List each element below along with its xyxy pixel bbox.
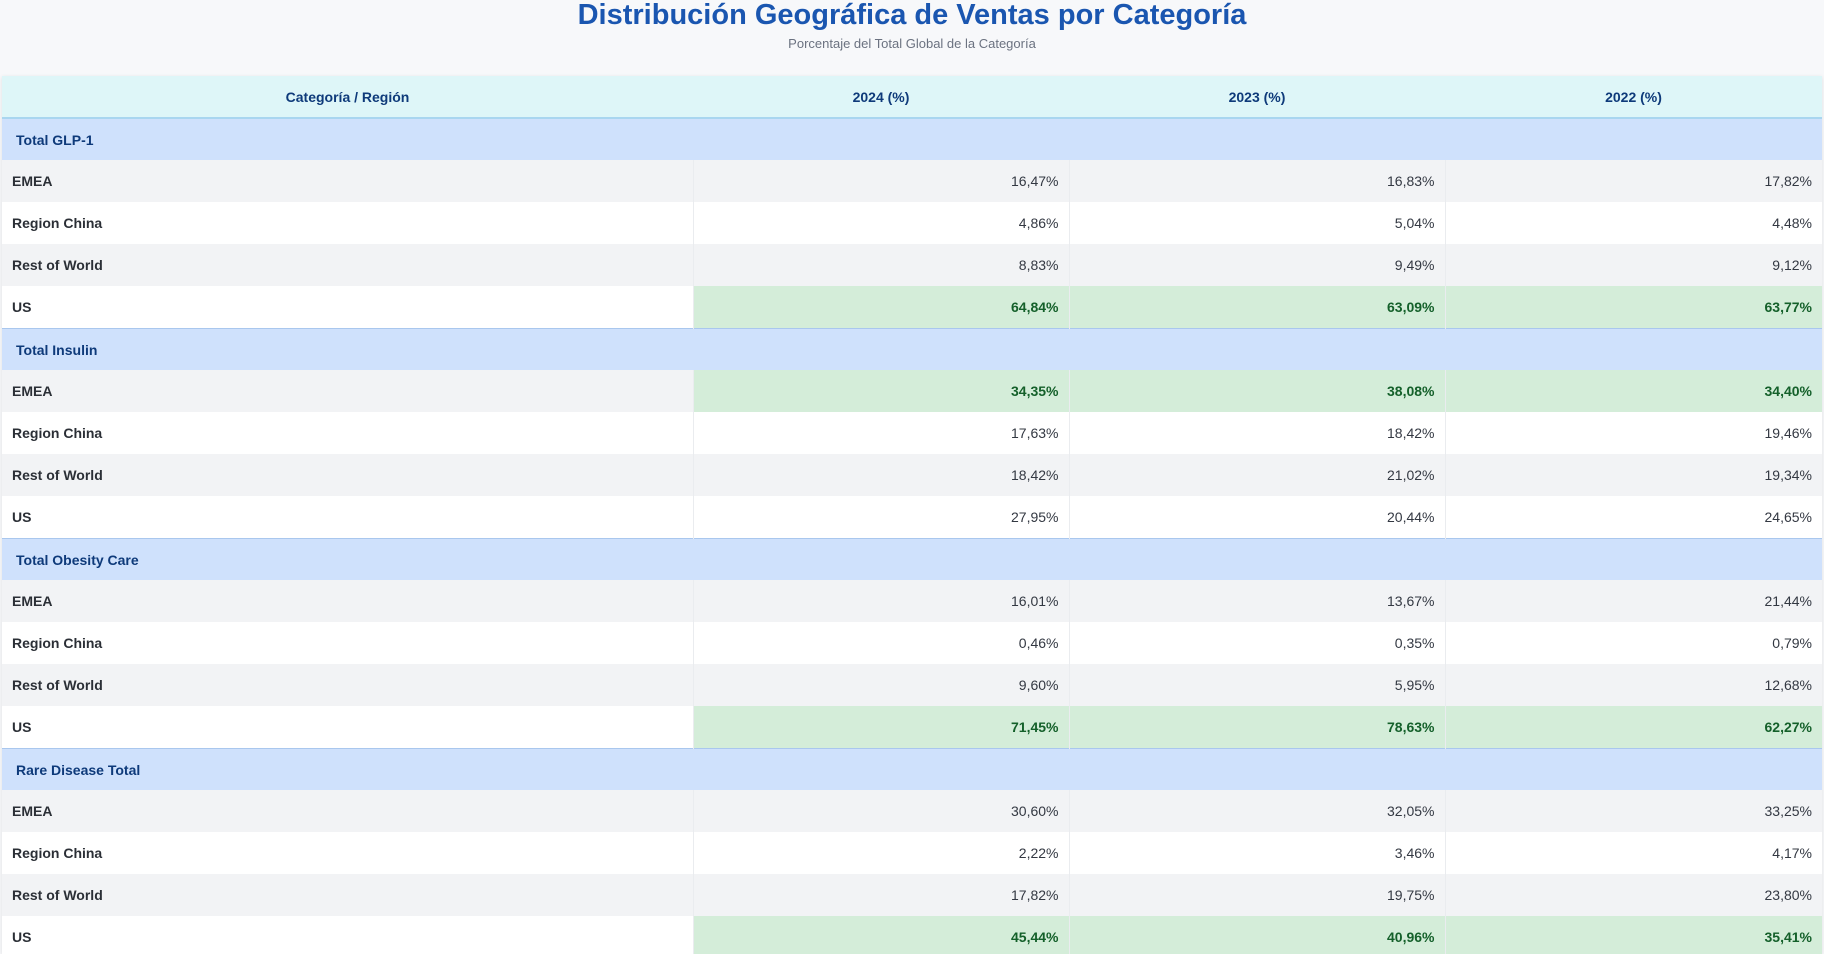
value-cell: 40,96%	[1069, 916, 1446, 954]
table-row: EMEA 34,35% 38,08% 34,40%	[2, 370, 1822, 412]
region-cell: Rest of World	[2, 454, 694, 496]
value-cell: 32,05%	[1069, 790, 1446, 832]
column-header-2023: 2023 (%)	[1069, 76, 1445, 119]
table-row: EMEA 16,01% 13,67% 21,44%	[2, 580, 1822, 622]
region-cell: EMEA	[2, 580, 694, 622]
table-row: Region China 17,63% 18,42% 19,46%	[2, 412, 1822, 454]
value-cell: 0,46%	[693, 622, 1070, 664]
value-cell: 34,35%	[693, 370, 1070, 412]
value-cell: 0,79%	[1772, 635, 1812, 651]
value-cell: 27,95%	[693, 496, 1070, 539]
value-cell: 19,46%	[1764, 425, 1812, 441]
table-row: Rest of World 18,42% 21,02% 19,34%	[2, 454, 1822, 496]
value-cell: 12,68%	[1445, 664, 1822, 706]
value-cell: 63,09%	[1069, 286, 1446, 329]
value-cell: 9,12%	[1445, 244, 1822, 286]
region-cell: Region China	[2, 412, 694, 454]
column-header-region: Categoría / Región	[2, 76, 693, 119]
region-cell: Rest of World	[2, 664, 694, 706]
value-cell: 8,83%	[693, 244, 1070, 286]
value-cell: 19,75%	[1069, 874, 1446, 916]
value-cell: 3,46%	[1069, 832, 1446, 874]
value-cell: 9,60%	[693, 664, 1070, 706]
value-cell: 16,83%	[1069, 160, 1446, 202]
category-label: Total Insulin	[2, 328, 1822, 370]
table-row: Region China 4,86% 5,04% 4,48%	[2, 202, 1822, 244]
value-cell: 64,84%	[693, 286, 1070, 329]
table-row: Rest of World 17,82% 19,75% 23,80%	[2, 874, 1822, 916]
region-cell: Rest of World	[2, 874, 694, 916]
value-cell: 71,45%	[693, 706, 1070, 749]
table-row: Region China 2,22% 3,46% 4,17%	[2, 832, 1822, 874]
category-row: Total Obesity Care	[2, 538, 1822, 580]
value-cell: 17,63%	[693, 412, 1070, 454]
region-cell: US	[2, 916, 694, 954]
table-row: US 71,45% 78,63% 62,27%	[2, 706, 1822, 749]
value-cell: 34,40%	[1445, 370, 1822, 412]
value-cell: 21,02%	[1069, 454, 1446, 496]
value-cell: 5,04%	[1069, 202, 1446, 244]
value-cell: 0,35%	[1069, 622, 1446, 664]
value-cell: 33,25%	[1445, 790, 1822, 832]
value-cell: 4,17%	[1772, 845, 1812, 861]
chart-subtitle: Porcentaje del Total Global de la Catego…	[788, 36, 1036, 51]
value-cell: 5,95%	[1069, 664, 1446, 706]
sales-distribution-table-container: Categoría / Región 2024 (%) 2023 (%) 202…	[2, 76, 1822, 954]
value-cell: 21,44%	[1445, 580, 1822, 622]
category-label: Total GLP-1	[2, 117, 1822, 160]
category-row: Total GLP-1	[2, 117, 1822, 160]
value-cell: 17,82%	[693, 874, 1070, 916]
region-cell: US	[2, 496, 694, 539]
table-body: Total GLP-1 EMEA 16,47% 16,83% 17,82% Region …	[2, 117, 1822, 954]
value-cell: 62,27%	[1445, 706, 1822, 749]
category-label: Total Obesity Care	[2, 538, 1822, 580]
region-cell: EMEA	[2, 160, 694, 202]
value-cell: 78,63%	[1069, 706, 1446, 749]
region-cell: EMEA	[2, 370, 694, 412]
table-row: US 27,95% 20,44% 24,65%	[2, 496, 1822, 539]
value-cell: 16,47%	[693, 160, 1070, 202]
value-cell: 17,82%	[1445, 160, 1822, 202]
value-cell: 16,01%	[693, 580, 1070, 622]
value-cell: 4,86%	[693, 202, 1070, 244]
table-header-row: Categoría / Región 2024 (%) 2023 (%) 202…	[2, 76, 1822, 119]
value-cell: 13,67%	[1069, 580, 1446, 622]
region-cell: Rest of World	[2, 244, 694, 286]
table-row: US 64,84% 63,09% 63,77%	[2, 286, 1822, 329]
table-row: Rest of World 8,83% 9,49% 9,12%	[2, 244, 1822, 286]
category-row: Rare Disease Total	[2, 748, 1822, 790]
region-cell: Region China	[2, 202, 694, 244]
value-cell: 20,44%	[1069, 496, 1446, 539]
category-row: Total Insulin	[2, 328, 1822, 370]
chart-title: Distribución Geográfica de Ventas por Ca…	[577, 0, 1247, 31]
table-row: US 45,44% 40,96% 35,41%	[2, 916, 1822, 954]
region-cell: Region China	[2, 832, 694, 874]
sales-distribution-table: Categoría / Región 2024 (%) 2023 (%) 202…	[2, 76, 1822, 954]
value-cell: 18,42%	[693, 454, 1070, 496]
region-cell: Region China	[2, 622, 694, 664]
value-cell: 45,44%	[693, 916, 1070, 954]
value-cell: 18,42%	[1069, 412, 1446, 454]
value-cell: 24,65%	[1764, 509, 1812, 525]
value-cell: 4,48%	[1772, 215, 1812, 231]
value-cell: 2,22%	[693, 832, 1070, 874]
table-row: EMEA 16,47% 16,83% 17,82%	[2, 160, 1822, 202]
value-cell: 35,41%	[1445, 916, 1822, 954]
value-cell: 38,08%	[1069, 370, 1446, 412]
column-header-2024: 2024 (%)	[693, 76, 1069, 119]
region-cell: US	[2, 286, 694, 329]
category-label: Rare Disease Total	[2, 748, 1822, 790]
table-row: EMEA 30,60% 32,05% 33,25%	[2, 790, 1822, 832]
value-cell: 19,34%	[1445, 454, 1822, 496]
column-header-2022: 2022 (%)	[1445, 76, 1822, 119]
region-cell: EMEA	[2, 790, 694, 832]
value-cell: 23,80%	[1445, 874, 1822, 916]
table-row: Rest of World 9,60% 5,95% 12,68%	[2, 664, 1822, 706]
value-cell: 30,60%	[693, 790, 1070, 832]
value-cell: 63,77%	[1445, 286, 1822, 329]
value-cell: 9,49%	[1069, 244, 1446, 286]
region-cell: US	[2, 706, 694, 749]
table-row: Region China 0,46% 0,35% 0,79%	[2, 622, 1822, 664]
